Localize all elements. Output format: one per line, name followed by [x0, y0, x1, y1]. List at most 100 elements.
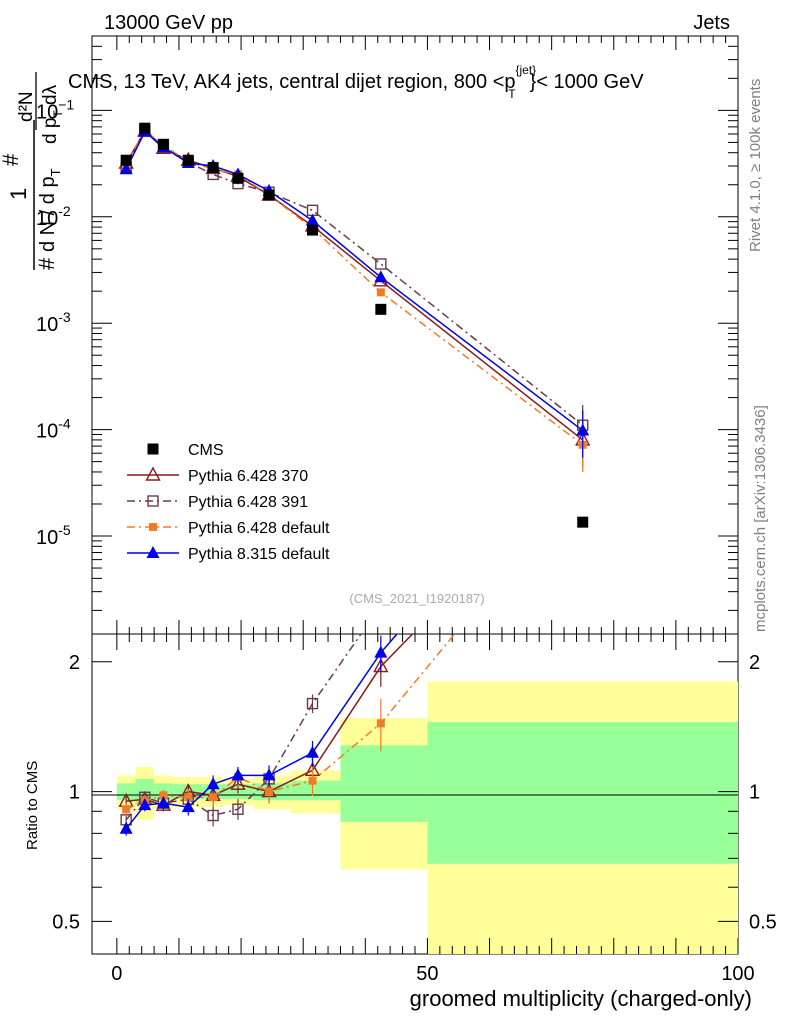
ratio-point	[374, 645, 388, 658]
data-point	[375, 258, 387, 270]
energy-label: 13000 GeV pp	[104, 12, 233, 34]
ratio-panel-ticks: 0.5 0.5 1 1 2 2 0 50 100	[52, 634, 777, 985]
x-tick-label: 50	[416, 963, 438, 985]
ratio-point	[119, 821, 133, 834]
ratio-point	[159, 791, 168, 800]
legend-label: Pythia 6.428 391	[188, 494, 308, 511]
ratio-y-tick-label-right: 1	[749, 782, 760, 804]
ratio-series-line	[125, 634, 398, 830]
rivet-version-label: Rivet 4.1.0, ≥ 100k events	[747, 79, 764, 252]
legend-marker	[149, 523, 157, 531]
ratio-band-inner	[340, 745, 428, 823]
data-point	[375, 303, 387, 315]
ratio-point	[306, 745, 320, 758]
series-pythia-8-315-default	[119, 124, 590, 458]
series-line	[125, 129, 584, 446]
series-pythia-6-428-370	[118, 122, 591, 468]
ratio-point	[578, 393, 588, 403]
legend-item: Pythia 6.428 default	[127, 520, 330, 537]
ratio-point	[232, 803, 244, 815]
ratio-point	[308, 776, 317, 785]
y-tick-label: 10-5	[36, 522, 71, 549]
ratio-y-axis-label: Ratio to CMS	[24, 761, 41, 850]
main-panel-frame	[91, 35, 739, 635]
ratio-point	[231, 768, 245, 781]
ratio-y-tick-label-left: 1	[69, 782, 80, 804]
ratio-point	[230, 775, 246, 790]
series-line	[125, 128, 584, 426]
ratio-band-inner	[427, 722, 738, 864]
ratio-panel-series	[118, 393, 588, 836]
legend-marker	[147, 495, 159, 507]
ratio-point	[579, 475, 587, 483]
data-point	[232, 172, 244, 184]
ratio-band-inner	[116, 783, 136, 801]
series-line	[125, 130, 584, 432]
main-y-axis-label: 1 # d N / d pT # d²N d pT dλ	[0, 72, 65, 270]
ratio-series-line	[125, 634, 362, 821]
ratio-y-tick-label-right: 2	[749, 652, 760, 674]
y-tick-label: 10-4	[36, 416, 71, 443]
svg-text:d N / d pT: d N / d pT	[37, 168, 63, 252]
data-point	[182, 154, 194, 166]
ratio-uncertainty-bands	[116, 681, 738, 954]
data-point	[576, 423, 590, 436]
legend-item: Pythia 6.428 391	[127, 494, 308, 511]
svg-text:d pT dλ: d pT dλ	[40, 84, 65, 144]
legend-label: Pythia 6.428 370	[188, 468, 308, 485]
data-point	[577, 516, 589, 528]
ratio-point	[156, 796, 170, 809]
ratio-point	[207, 809, 219, 822]
ratio-point	[306, 697, 319, 710]
ratio-point	[265, 787, 274, 796]
legend-item: Pythia 8.315 default	[127, 546, 330, 563]
ratio-point	[376, 719, 385, 728]
data-point	[374, 270, 388, 283]
svg-text:1: 1	[6, 188, 31, 200]
ratio-point	[206, 777, 220, 790]
svg-text:d²N: d²N	[16, 91, 37, 122]
x-axis-label: groomed multiplicity (charged-only)	[410, 986, 752, 1011]
series-pythia-6-428-391	[120, 123, 589, 453]
data-point	[306, 213, 320, 226]
legend: CMS Pythia 6.428 370 Pythia 6.428 391 Pythi…	[127, 442, 330, 563]
data-point	[207, 162, 219, 174]
ratio-point	[138, 798, 152, 811]
ratio-point	[122, 805, 131, 814]
ratio-point	[373, 658, 389, 673]
ratio-series-pythia-8-315-default	[119, 634, 398, 836]
ratio-point	[262, 768, 276, 781]
series-pythia-6-428-default	[122, 126, 587, 472]
legend-marker	[146, 546, 160, 558]
x-tick-label: 0	[111, 963, 122, 985]
y-tick-label: 10-2	[36, 203, 71, 230]
ratio-series-line	[126, 634, 414, 806]
legend-item: CMS	[147, 442, 224, 459]
legend-label: Pythia 6.428 default	[188, 520, 330, 537]
data-point	[157, 138, 169, 150]
legend-label: Pythia 8.315 default	[188, 546, 330, 563]
data-point	[263, 189, 275, 201]
ratio-y-tick-label-left: 0.5	[52, 911, 80, 933]
ratio-point	[209, 793, 218, 802]
category-label: Jets	[693, 12, 730, 34]
data-point	[119, 162, 133, 175]
ratio-y-tick-label-right: 0.5	[749, 911, 777, 933]
y-tick-label: 10-3	[36, 309, 71, 336]
ratio-point	[184, 793, 193, 802]
ratio-y-tick-label-left: 2	[69, 652, 80, 674]
ratio-point	[181, 800, 195, 813]
source-label: mcplots.cern.ch [arXiv:1306.3436]	[752, 405, 769, 632]
legend-marker	[145, 466, 161, 481]
data-point	[376, 288, 385, 297]
main-panel-ticks: 10−1 10-2 10-3 10-4 10-5	[36, 35, 739, 634]
svg-text:#: #	[34, 257, 59, 270]
data-point	[120, 154, 132, 166]
main-panel-series	[118, 122, 591, 528]
legend-item: Pythia 6.428 370	[127, 466, 308, 485]
svg-text:#: #	[0, 153, 23, 166]
analysis-id: (CMS_2021_I1920187)	[349, 591, 484, 606]
ratio-series-line	[125, 634, 456, 810]
chart-title: CMS, 13 TeV, AK4 jets, central dijet reg…	[68, 63, 644, 101]
